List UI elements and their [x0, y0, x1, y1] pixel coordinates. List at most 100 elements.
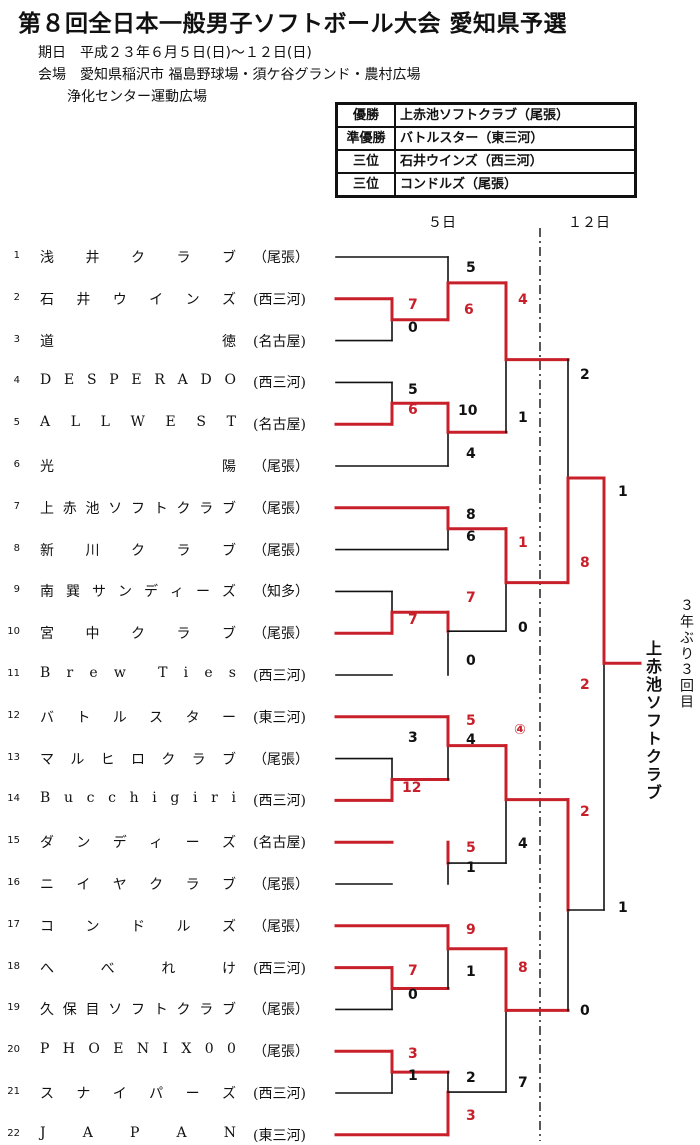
team-name-char: A — [177, 372, 188, 389]
team-name-char: ル — [176, 918, 191, 935]
team-number: 15 — [7, 835, 20, 847]
team-name-char: 徳 — [222, 333, 236, 350]
team-name-char: 巽 — [66, 584, 80, 601]
team-name-char: ー — [196, 584, 210, 601]
results-row: 三位 石井ウインズ（西三河） — [338, 151, 634, 174]
game-score: 2 — [466, 1070, 476, 1086]
team-name-char: L — [70, 414, 81, 431]
team-name-char: 中 — [85, 626, 100, 643]
game-score: 4 — [518, 836, 528, 852]
game-score: 12 — [402, 780, 422, 796]
game-score: 1 — [466, 860, 476, 876]
team-name: 宮中クラブ — [40, 623, 236, 643]
team-name-char: ク — [176, 500, 191, 517]
team-name-char: c — [86, 790, 95, 807]
team-name-char: ウ — [112, 291, 127, 308]
team-name: 南巽サンディーズ — [40, 581, 236, 601]
team-region: (東三河) — [253, 1127, 306, 1144]
rank-team: バトルスター（東三河） — [400, 131, 544, 146]
team-name-char: h — [129, 790, 139, 807]
team-name-char: フ — [131, 1002, 145, 1019]
team-region: （尾張） — [253, 1044, 309, 1061]
team-name-char: ル — [70, 751, 85, 768]
team-name-char: ク — [131, 626, 145, 643]
team-number: 11 — [7, 668, 20, 679]
team-name-char: ラ — [176, 250, 191, 266]
team-name-char: ー — [185, 835, 200, 852]
game-score: 5 — [466, 840, 476, 856]
day-label-first: ５日 — [428, 215, 456, 231]
game-score: 3 — [466, 1108, 476, 1124]
team-name-char: i — [192, 790, 198, 807]
team-name-char: 井 — [85, 250, 100, 266]
team-name-char: 道 — [40, 333, 54, 350]
game-score: 1 — [518, 410, 528, 426]
team-number: 19 — [7, 1002, 20, 1014]
team-name-char: B — [40, 665, 51, 681]
team-number: 2 — [13, 291, 20, 303]
team-region: (西三河) — [253, 291, 306, 308]
team-name-char: ル — [112, 709, 127, 726]
team-name-char: ヤ — [112, 877, 127, 893]
team-name-char: e — [204, 665, 213, 681]
team-name-char: ズ — [222, 918, 236, 935]
team-number: 18 — [7, 960, 20, 972]
game-score: 10 — [458, 403, 478, 419]
team-name-char: ィ — [170, 584, 184, 601]
game-score: 0 — [466, 653, 476, 669]
team-name: バトルスター — [40, 707, 236, 727]
team-name-char: ニ — [40, 877, 54, 893]
team-name-char: ス — [40, 1086, 54, 1102]
team-name-char: E — [63, 372, 75, 389]
team-name-char: T — [158, 665, 168, 681]
team-number: 22 — [7, 1127, 20, 1139]
team-name-char: ラ — [199, 500, 214, 517]
team-name-char: P — [129, 1124, 140, 1141]
game-score: 6 — [464, 302, 474, 318]
game-score: 8 — [518, 960, 528, 976]
game-score: 4 — [466, 446, 476, 462]
team-name-char: ド — [131, 918, 145, 935]
team-name-char: E — [131, 372, 142, 389]
team-name-char: 0 — [227, 1041, 236, 1058]
team-name-char: ブ — [222, 542, 236, 559]
game-score: 5 — [466, 260, 476, 276]
game-score: 1 — [518, 535, 528, 551]
game-score: 2 — [580, 367, 590, 383]
team-name-char: ブ — [222, 500, 236, 517]
team-name-char: ラ — [176, 626, 191, 643]
team-name-char: A — [40, 414, 51, 431]
team-name: 道徳 — [40, 331, 236, 351]
team-number: 20 — [7, 1044, 20, 1056]
team-number: 9 — [13, 584, 20, 596]
game-score: 8 — [580, 555, 590, 571]
team-name-char: ク — [161, 751, 176, 768]
team-name-char: け — [221, 960, 236, 977]
team-name-char: コ — [40, 918, 54, 935]
game-score: 1 — [618, 484, 628, 500]
team-name-char: 南 — [40, 584, 54, 601]
team-name-char: ブ — [222, 1002, 236, 1019]
team-name: 石井ウインズ — [40, 289, 236, 309]
team-name-char: 0 — [204, 1041, 214, 1058]
team-name-char: ソ — [108, 500, 123, 517]
team-region: (西三河) — [253, 1086, 306, 1102]
team-name: スナイパーズ — [40, 1083, 236, 1103]
team-region: （尾張） — [253, 250, 309, 266]
team-name: へべれけ — [40, 958, 236, 978]
team-name-char: 池 — [85, 500, 100, 517]
team-number: 3 — [13, 333, 20, 345]
team-name-char: ー — [221, 709, 236, 726]
team-name-char: e — [89, 665, 98, 681]
team-region: （尾張） — [253, 542, 309, 559]
team-name-char: ズ — [221, 835, 236, 852]
team-name-char: ブ — [222, 626, 236, 643]
results-row: 優勝 上赤池ソフトクラブ（尾張） — [338, 105, 634, 128]
team-name-char: ト — [153, 500, 168, 517]
champion-name: 上赤池ソフトクラブ — [643, 640, 662, 802]
team-name-char: ダ — [40, 835, 54, 852]
team-region: （尾張） — [253, 626, 309, 643]
team-name-char: ラ — [191, 751, 206, 768]
